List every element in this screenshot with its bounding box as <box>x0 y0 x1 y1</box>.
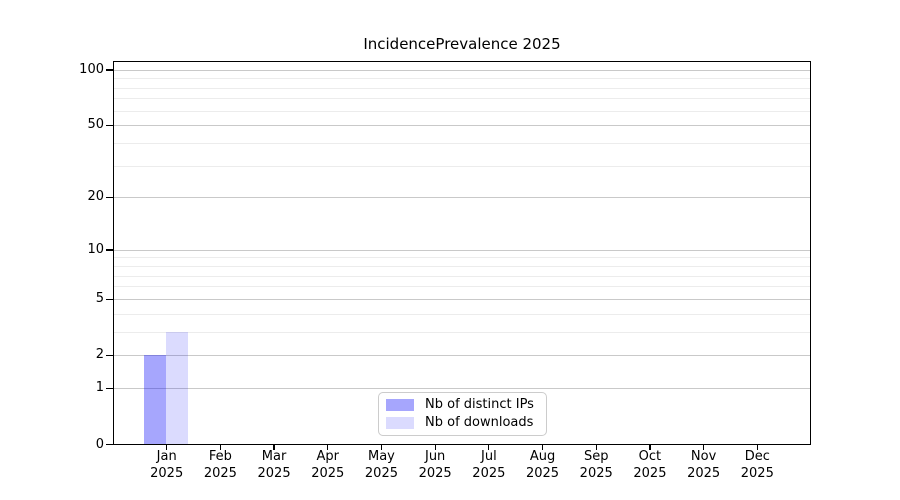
y-tick-mark <box>106 443 113 446</box>
x-tick-mark <box>273 444 275 450</box>
y-tick-label: 0 <box>95 436 104 452</box>
minor-gridline <box>114 313 810 315</box>
x-tick-mark <box>327 444 329 450</box>
major-gridline <box>114 125 810 127</box>
minor-gridline <box>114 266 810 267</box>
y-tick-label: 1 <box>95 380 104 396</box>
x-tick-label: Feb 2025 <box>203 449 237 481</box>
minor-gridline <box>114 142 810 144</box>
minor-gridline <box>114 331 810 333</box>
minor-gridline <box>114 98 810 100</box>
y-tick-mark <box>106 69 113 71</box>
x-tick-label: Dec 2025 <box>740 449 774 481</box>
bar-downloads <box>166 331 189 444</box>
major-gridline <box>114 69 810 71</box>
minor-gridline <box>114 275 810 277</box>
x-tick-mark <box>219 444 221 450</box>
major-gridline <box>114 355 810 357</box>
plot-area <box>113 61 811 445</box>
chart-title: IncidencePrevalence 2025 <box>363 35 561 53</box>
x-tick-mark <box>541 444 544 450</box>
bar-distinct-ips <box>144 355 167 444</box>
y-tick-mark <box>106 196 113 199</box>
major-gridline <box>114 298 810 300</box>
y-tick-mark <box>106 249 113 251</box>
x-tick-mark <box>595 444 597 450</box>
x-tick-mark <box>649 444 651 450</box>
x-tick-label: Aug 2025 <box>525 449 560 481</box>
minor-gridline <box>114 87 810 89</box>
x-tick-label: Jul 2025 <box>472 449 506 481</box>
x-tick-label: Jun 2025 <box>418 449 452 481</box>
legend-item-downloads: Nb of downloads <box>386 415 539 431</box>
x-tick-label: Oct 2025 <box>633 449 667 481</box>
legend-swatch-downloads <box>386 417 414 429</box>
x-tick-label: May 2025 <box>364 449 398 481</box>
x-tick-mark <box>703 444 705 450</box>
y-tick-mark <box>106 387 113 389</box>
major-gridline <box>114 197 810 199</box>
legend-swatch-distinct-ips <box>386 399 414 411</box>
minor-gridline <box>114 257 810 259</box>
x-tick-label: Jan 2025 <box>150 449 184 481</box>
legend-label-distinct-ips: Nb of distinct IPs <box>425 397 534 412</box>
legend: Nb of distinct IPs Nb of downloads <box>378 392 547 436</box>
x-tick-mark <box>488 444 490 450</box>
x-tick-mark <box>756 444 758 450</box>
x-tick-label: Sep 2025 <box>579 449 613 481</box>
minor-gridline <box>114 165 810 167</box>
x-tick-label: Nov 2025 <box>687 449 721 481</box>
legend-label-downloads: Nb of downloads <box>425 415 534 430</box>
minor-gridline <box>114 78 810 80</box>
x-tick-label: Apr 2025 <box>311 449 345 481</box>
y-tick-label: 50 <box>87 117 104 133</box>
x-tick-mark <box>380 444 383 450</box>
minor-gridline <box>114 286 810 288</box>
y-tick-label: 20 <box>87 189 104 205</box>
y-tick-mark <box>106 354 113 356</box>
major-gridline <box>114 388 810 390</box>
minor-gridline <box>114 110 810 112</box>
legend-item-distinct-ips: Nb of distinct IPs <box>386 397 539 413</box>
y-tick-mark <box>106 124 113 127</box>
y-tick-label: 5 <box>95 291 104 307</box>
x-tick-mark <box>434 444 436 450</box>
y-tick-label: 2 <box>95 347 104 363</box>
x-tick-label: Mar 2025 <box>257 449 291 481</box>
major-gridline <box>114 249 810 251</box>
x-tick-mark <box>166 444 168 450</box>
y-tick-label: 10 <box>87 241 104 257</box>
y-tick-label: 100 <box>79 62 104 77</box>
y-tick-mark <box>106 298 113 300</box>
